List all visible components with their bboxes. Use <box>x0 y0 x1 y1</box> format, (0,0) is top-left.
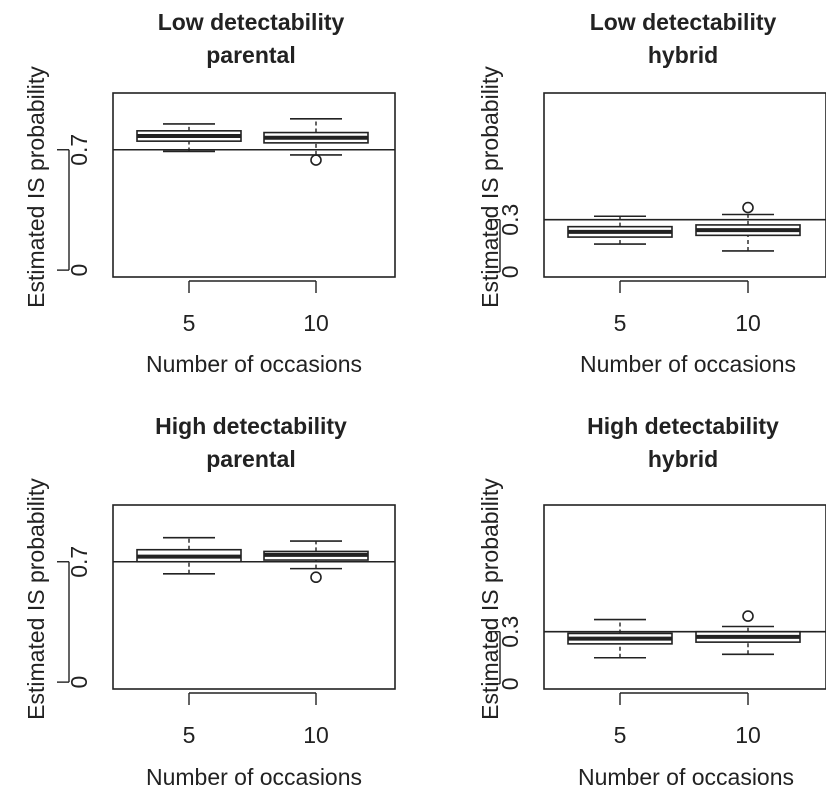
x-axis-label: Number of occasions <box>578 764 794 790</box>
panel-3: High detectability parental 0 0.7 5 10 Number … <box>23 413 396 790</box>
x-tick-label: 5 <box>183 310 196 336</box>
panel-title-line: Low detectability <box>158 9 345 35</box>
box-5 <box>136 536 242 575</box>
y-tick-label: 0.3 <box>497 204 523 236</box>
y-tick-label: 0 <box>497 677 523 690</box>
x-tick-label: 5 <box>614 722 627 748</box>
box-10 <box>263 117 369 166</box>
panel-title-line: parental <box>206 446 295 472</box>
box-10 <box>695 201 801 252</box>
x-tick-label: 5 <box>183 722 196 748</box>
panel-4: High detectability hybrid 0 0.3 5 10 Number of… <box>477 413 826 790</box>
y-axis-label: Estimated IS probability <box>477 66 503 308</box>
x-axis-label: Number of occasions <box>146 764 362 790</box>
panel-title-line: High detectability <box>155 413 347 439</box>
y-tick-label: 0.3 <box>497 616 523 648</box>
outlier-point <box>310 154 322 166</box>
box-10 <box>263 540 369 584</box>
y-tick-label: 0.7 <box>66 546 92 578</box>
x-axis-label: Number of occasions <box>580 351 796 377</box>
plot-frame <box>112 92 396 278</box>
panel-title-line: parental <box>206 42 295 68</box>
y-tick-label: 0 <box>497 265 523 278</box>
y-axis-label: Estimated IS probability <box>23 478 49 720</box>
box-5 <box>567 215 673 245</box>
y-tick-label: 0.7 <box>66 134 92 166</box>
y-axis-label: Estimated IS probability <box>23 66 49 308</box>
x-axis-label: Number of occasions <box>146 351 362 377</box>
panel-title-line: hybrid <box>648 446 718 472</box>
y-tick-label: 0 <box>66 264 92 277</box>
outlier-point <box>742 610 754 622</box>
box-10 <box>695 610 801 656</box>
outlier-point <box>310 571 322 584</box>
panel-title-line: hybrid <box>648 42 718 68</box>
panel-1: Low detectability parental 0 0.7 5 10 Number o… <box>23 9 396 377</box>
box-5 <box>567 618 673 659</box>
x-tick-label: 10 <box>735 722 761 748</box>
plot-frame <box>112 504 396 690</box>
y-tick-label: 0 <box>66 676 92 689</box>
panel-title-line: Low detectability <box>590 9 777 35</box>
x-tick-label: 10 <box>303 310 329 336</box>
panel-title-line: High detectability <box>587 413 779 439</box>
box-5 <box>136 123 242 153</box>
x-tick-label: 10 <box>735 310 761 336</box>
y-axis-label: Estimated IS probability <box>477 478 503 720</box>
panel-2: Low detectability hybrid 0 0.3 5 10 Number of … <box>477 9 826 377</box>
plot-frame <box>543 504 826 690</box>
x-tick-label: 5 <box>614 310 627 336</box>
plot-frame <box>543 92 826 278</box>
x-tick-label: 10 <box>303 722 329 748</box>
outlier-point <box>742 201 754 214</box>
